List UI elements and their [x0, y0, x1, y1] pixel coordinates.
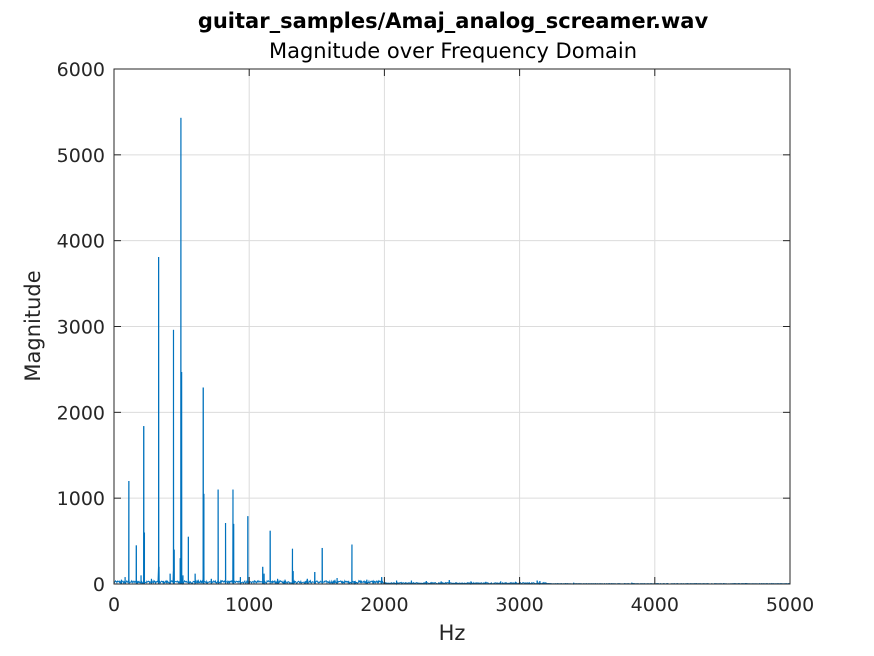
y-tick-label: 3000	[57, 317, 105, 339]
y-tick-label: 1000	[57, 488, 105, 510]
x-tick-label: 5000	[766, 594, 814, 616]
grid	[114, 69, 790, 584]
x-tick-label: 1000	[225, 594, 273, 616]
y-tick-label: 2000	[57, 402, 105, 424]
x-tick-label: 0	[108, 594, 120, 616]
y-tick-labels: 0 1000 2000 3000 4000 5000 6000	[57, 59, 105, 596]
y-tick-label: 0	[93, 574, 105, 596]
y-tick-label: 4000	[57, 231, 105, 253]
x-axis-label: Hz	[439, 621, 466, 645]
chart-title: guitar_samples/Amaj_analog_screamer.wav	[198, 9, 709, 33]
y-axis-label: Magnitude	[21, 270, 45, 381]
x-tick-labels: 0 1000 2000 3000 4000 5000	[108, 594, 814, 616]
x-tick-label: 3000	[495, 594, 543, 616]
y-tick-label: 5000	[57, 145, 105, 167]
x-tick-label: 4000	[631, 594, 679, 616]
y-tick-label: 6000	[57, 59, 105, 81]
ticks	[113, 68, 791, 585]
chart-subtitle: Magnitude over Frequency Domain	[269, 39, 637, 63]
magnitude-series	[113, 117, 790, 586]
x-tick-label: 2000	[360, 594, 408, 616]
